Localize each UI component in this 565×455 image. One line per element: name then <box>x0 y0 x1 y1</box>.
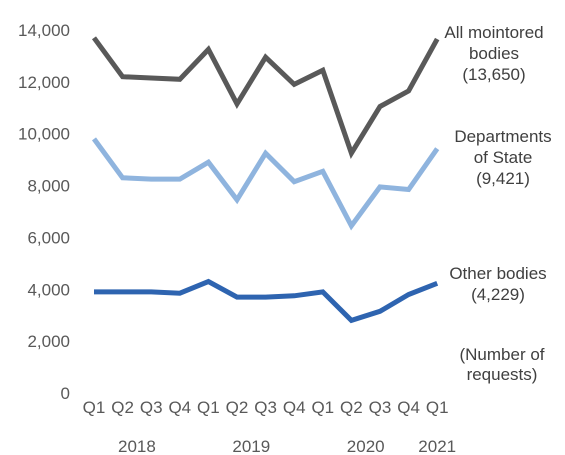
x-tick-label: Q4 <box>283 398 306 417</box>
x-axis: Q1 Q2 Q3 Q4 Q1 Q2 Q3 Q4 Q1 Q2 Q3 Q4 Q1 2018 2019 2020 20… <box>83 398 456 455</box>
x-tick-label: Q2 <box>340 398 363 417</box>
series-label-2: Departments of State (9,421) <box>454 127 551 188</box>
x-tick-label: Q1 <box>197 398 220 417</box>
x-tick-label: Q3 <box>369 398 392 417</box>
x-tick-label: Q3 <box>254 398 277 417</box>
y-unit-line: requests) <box>467 365 538 384</box>
x-tick-label: Q2 <box>226 398 249 417</box>
y-tick-label: 10,000 <box>18 125 70 144</box>
y-unit-line: (Number of <box>459 345 544 364</box>
x-tick-label: Q4 <box>397 398 420 417</box>
year-label: 2020 <box>347 437 385 455</box>
series-line-3 <box>94 278 439 324</box>
y-tick-label: 12,000 <box>18 73 70 92</box>
series-label-1: All mointored bodies (13,650) <box>444 23 543 84</box>
x-tick-label: Q1 <box>426 398 449 417</box>
year-label: 2021 <box>418 437 456 455</box>
series-label-line: Departments <box>454 127 551 146</box>
year-label: 2019 <box>232 437 270 455</box>
series-label-3: Other bodies (4,229) <box>449 264 546 304</box>
y-tick-label: 6,000 <box>27 228 70 247</box>
year-label: 2018 <box>118 437 156 455</box>
series-label-line: All mointored <box>444 23 543 42</box>
y-axis: 0 2,000 4,000 6,000 8,000 10,000 12,000 14,000 <box>18 21 70 403</box>
y-tick-label: 14,000 <box>18 21 70 40</box>
y-tick-label: 2,000 <box>27 332 70 351</box>
series-labels: All mointored bodies (13,650) Departments of… <box>444 23 551 304</box>
y-tick-label: 4,000 <box>27 280 70 299</box>
y-unit-label: (Number of requests) <box>459 345 544 384</box>
series-label-line: of State <box>474 148 533 167</box>
series-label-line: Other bodies <box>449 264 546 283</box>
series-label-line: bodies <box>469 44 519 63</box>
y-tick-label: 0 <box>61 384 70 403</box>
series-label-line: (9,421) <box>476 169 530 188</box>
x-tick-label: Q4 <box>168 398 191 417</box>
x-tick-label: Q2 <box>111 398 134 417</box>
series-lines <box>91 36 440 324</box>
x-tick-label: Q3 <box>140 398 163 417</box>
x-tick-label: Q1 <box>311 398 334 417</box>
series-line-2 <box>91 137 440 231</box>
series-label-line: (13,650) <box>462 65 525 84</box>
series-label-line: (4,229) <box>471 285 525 304</box>
y-tick-label: 8,000 <box>27 177 70 196</box>
series-line-1 <box>91 36 440 160</box>
x-tick-label: Q1 <box>83 398 106 417</box>
y-unit-text: (Number of requests) <box>459 345 544 384</box>
